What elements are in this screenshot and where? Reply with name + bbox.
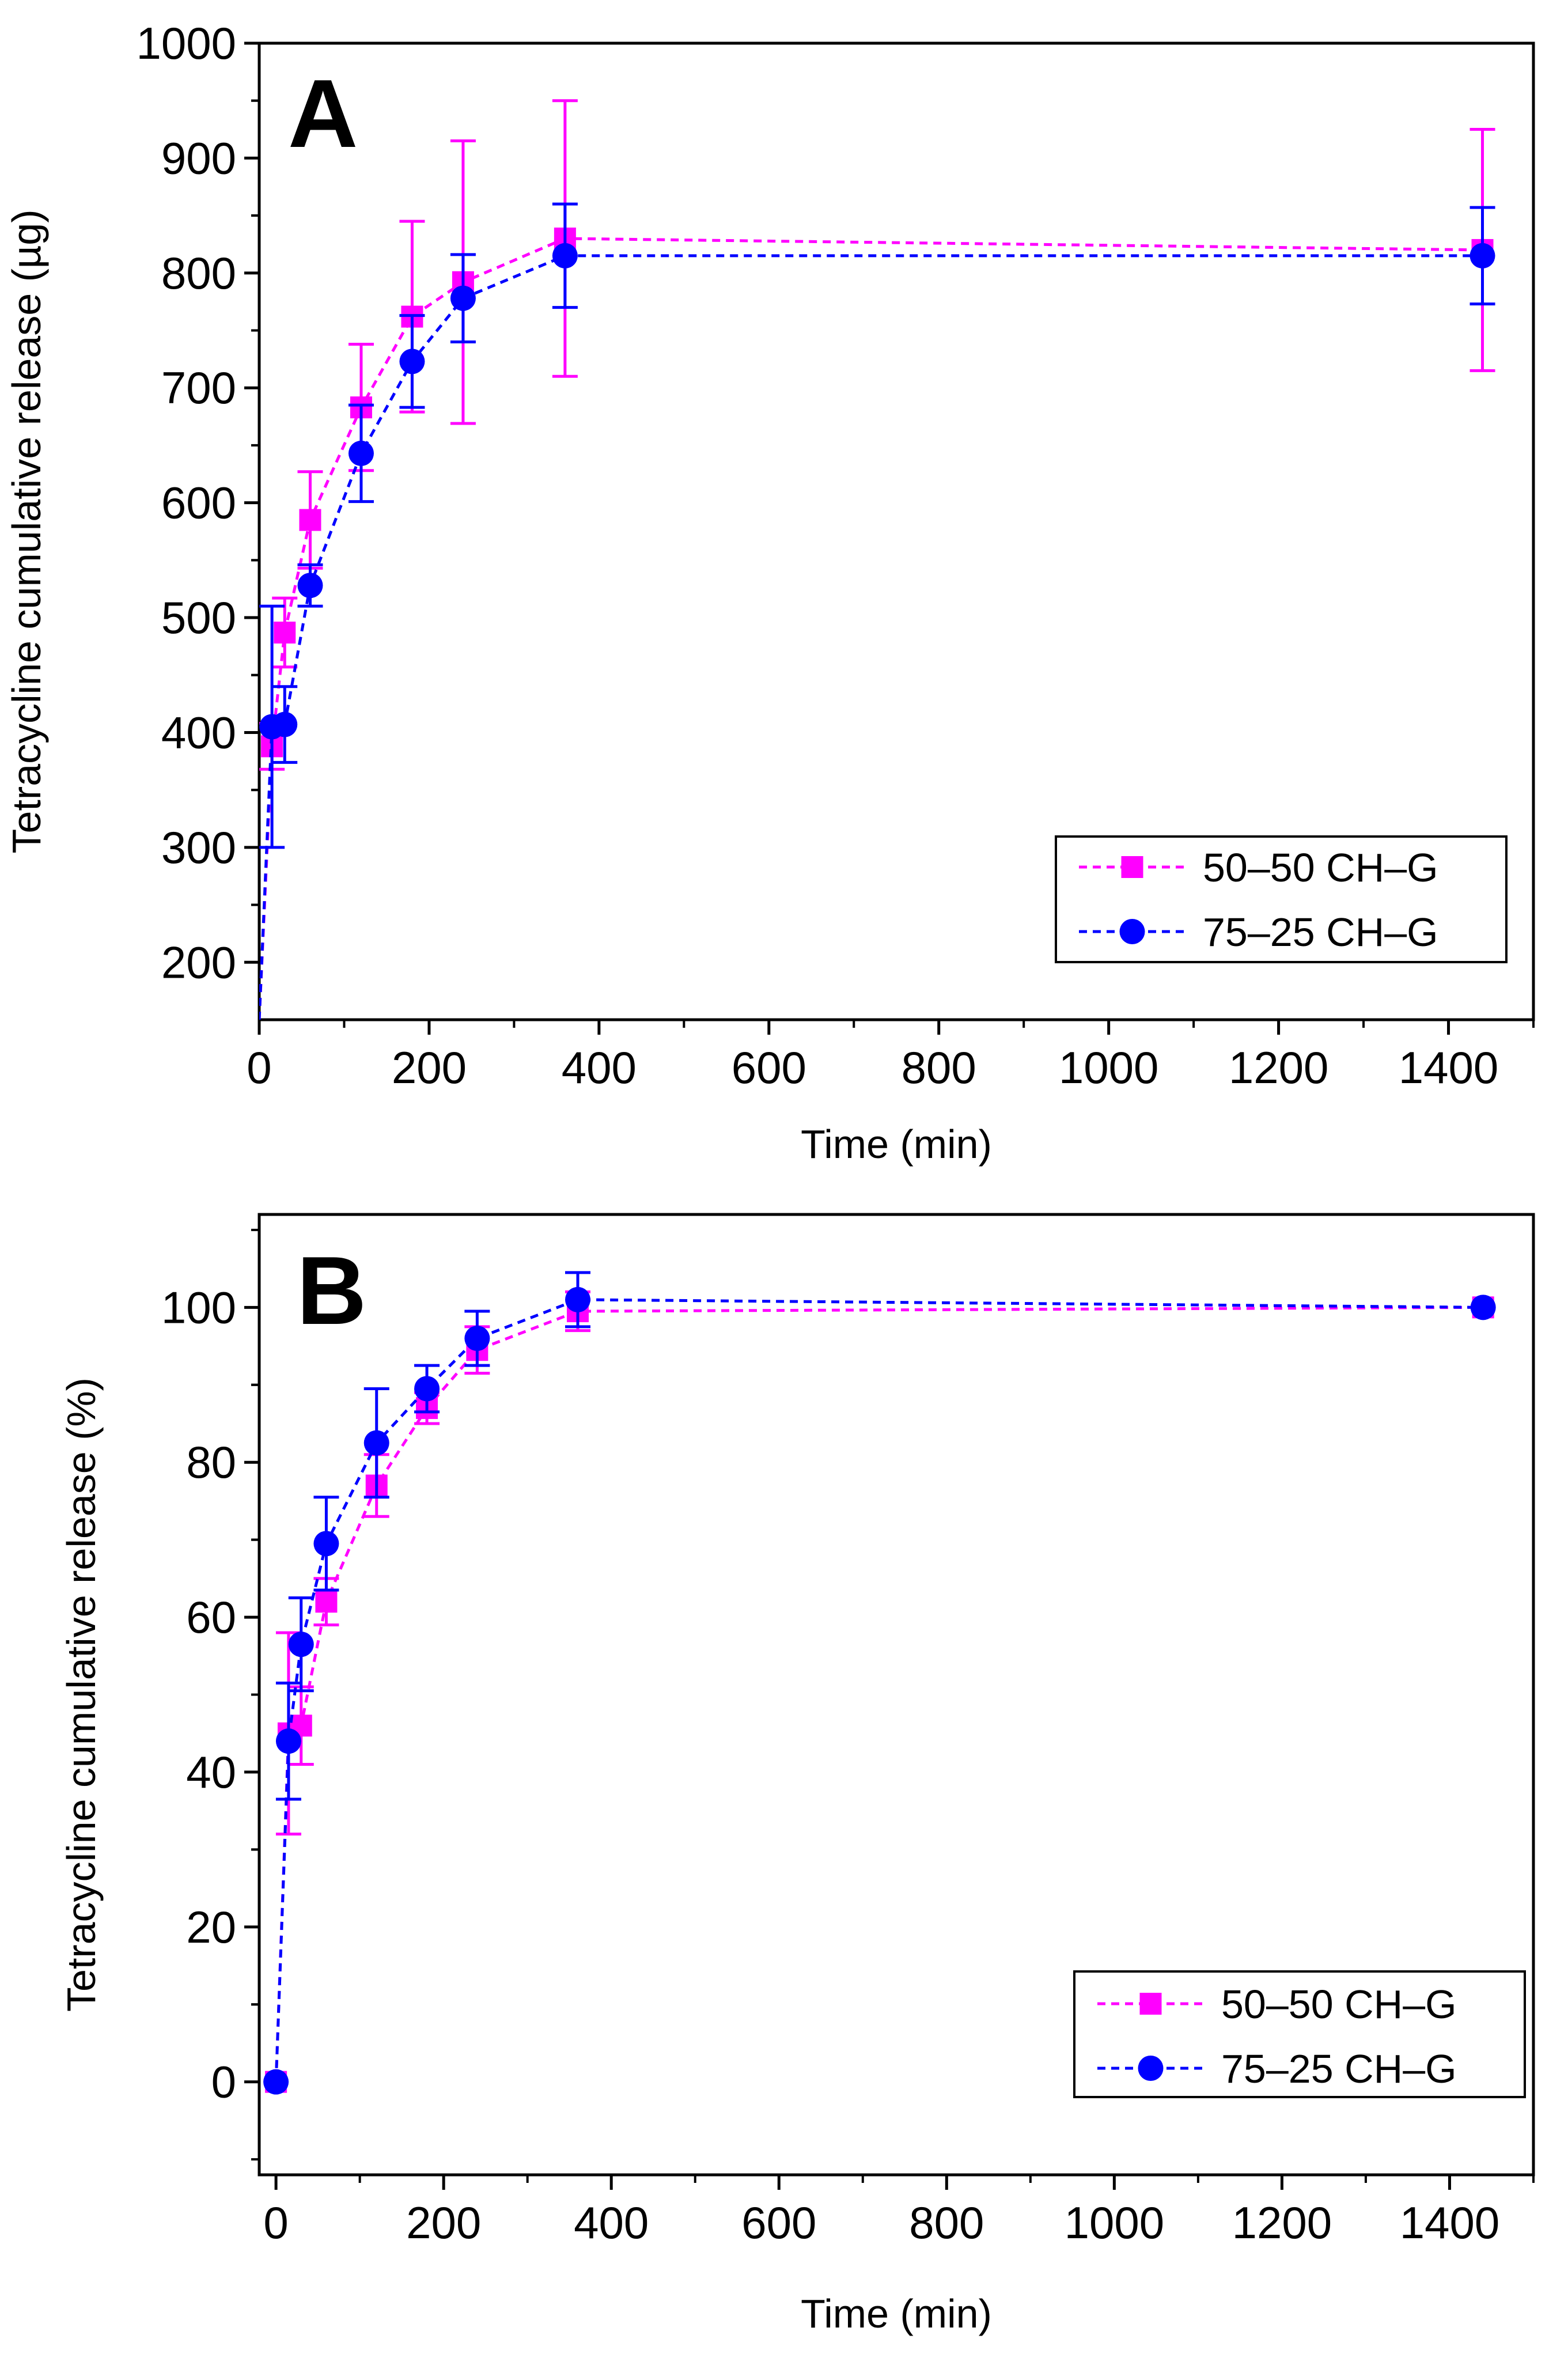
y-tick-label: 200: [161, 937, 236, 987]
y-tick-label: 100: [161, 1282, 236, 1333]
x-tick-label: 800: [902, 1042, 976, 1093]
y-tick-label: 900: [161, 133, 236, 183]
y-tick-label: 40: [186, 1747, 236, 1797]
legend-label: 75–25 CH–G: [1203, 910, 1438, 955]
y-tick-label: 500: [161, 592, 236, 643]
x-axis-title: Time (min): [801, 1122, 992, 1167]
data-point-circle: [263, 2069, 289, 2095]
series-group: [259, 99, 1495, 1020]
x-tick-label: 200: [392, 1042, 467, 1093]
y-tick-label: 800: [161, 248, 236, 298]
data-point-circle: [313, 1531, 339, 1557]
y-axis-title: Tetracycline cumulative release (%): [59, 1377, 104, 2012]
data-point-circle: [565, 1286, 590, 1312]
panel-letter: A: [288, 59, 358, 168]
legend-marker-circle: [1119, 919, 1145, 944]
x-axis-title: Time (min): [801, 2291, 992, 2336]
y-axis-title: Tetracycline cumulative release (µg): [4, 210, 49, 854]
x-tick-label: 600: [741, 2197, 816, 2248]
y-tick-label: 1000: [136, 18, 236, 69]
x-tick-label: 600: [732, 1042, 806, 1093]
legend-marker-circle: [1138, 2056, 1164, 2081]
data-point-circle: [275, 1728, 301, 1754]
data-point-circle: [348, 440, 374, 466]
x-tick-label: 0: [263, 2197, 288, 2248]
x-tick-label: 1000: [1065, 2197, 1165, 2248]
x-tick-label: 1200: [1232, 2197, 1332, 2248]
x-tick-label: 400: [574, 2197, 649, 2248]
legend-label: 50–50 CH–G: [1203, 845, 1438, 890]
series-group: [263, 1271, 1496, 2095]
data-point-circle: [288, 1632, 314, 1657]
x-tick-label: 1400: [1399, 1042, 1499, 1093]
panel-letter: B: [297, 1236, 366, 1345]
x-tick-label: 800: [909, 2197, 984, 2248]
plot-frame: [257, 41, 1535, 1021]
data-point-square: [274, 621, 296, 644]
y-tick-label: 80: [186, 1437, 236, 1488]
x-tick-label: 1400: [1400, 2197, 1500, 2248]
y-tick-label: 400: [161, 707, 236, 758]
data-point-square: [315, 1591, 338, 1613]
data-point-circle: [414, 1376, 440, 1402]
legend-marker-square: [1139, 1993, 1162, 2015]
panel-a: 0 200 400 600 800 1000 1200 1400 200 300 400 500 600…: [4, 18, 1535, 1167]
x-tick-label: 400: [562, 1042, 637, 1093]
x-tick-label: 1200: [1229, 1042, 1329, 1093]
series-line: [274, 1305, 1483, 2082]
data-point-circle: [450, 285, 476, 311]
x-tick-label: 0: [247, 1042, 271, 1093]
data-point-circle: [464, 1326, 490, 1352]
panel-b: 0 200 400 600 800 1000 1200 1400 0 20 40 60 80 100 Tim…: [59, 1213, 1535, 2336]
data-point-square: [299, 509, 321, 531]
data-point-circle: [1470, 1295, 1496, 1320]
legend-label: 50–50 CH–G: [1221, 1982, 1457, 2027]
y-tick-label: 600: [161, 478, 236, 528]
y-tick-label: 300: [161, 822, 236, 873]
data-point-circle: [552, 243, 578, 268]
data-point-circle: [363, 1430, 389, 1456]
x-tick-label: 200: [406, 2197, 481, 2248]
y-tick-label: 60: [186, 1592, 236, 1642]
data-point-circle: [297, 573, 323, 599]
data-point-circle: [399, 349, 425, 374]
x-tick-label: 1000: [1059, 1042, 1159, 1093]
legend-label: 75–25 CH–G: [1221, 2046, 1457, 2091]
legend-marker-square: [1121, 856, 1143, 878]
data-point-circle: [272, 712, 298, 737]
series-line: [274, 1298, 1483, 2082]
y-tick-label: 700: [161, 362, 236, 413]
y-tick-label: 0: [211, 2057, 236, 2107]
data-point-circle: [1469, 243, 1495, 268]
y-tick-label: 20: [186, 1902, 236, 1952]
